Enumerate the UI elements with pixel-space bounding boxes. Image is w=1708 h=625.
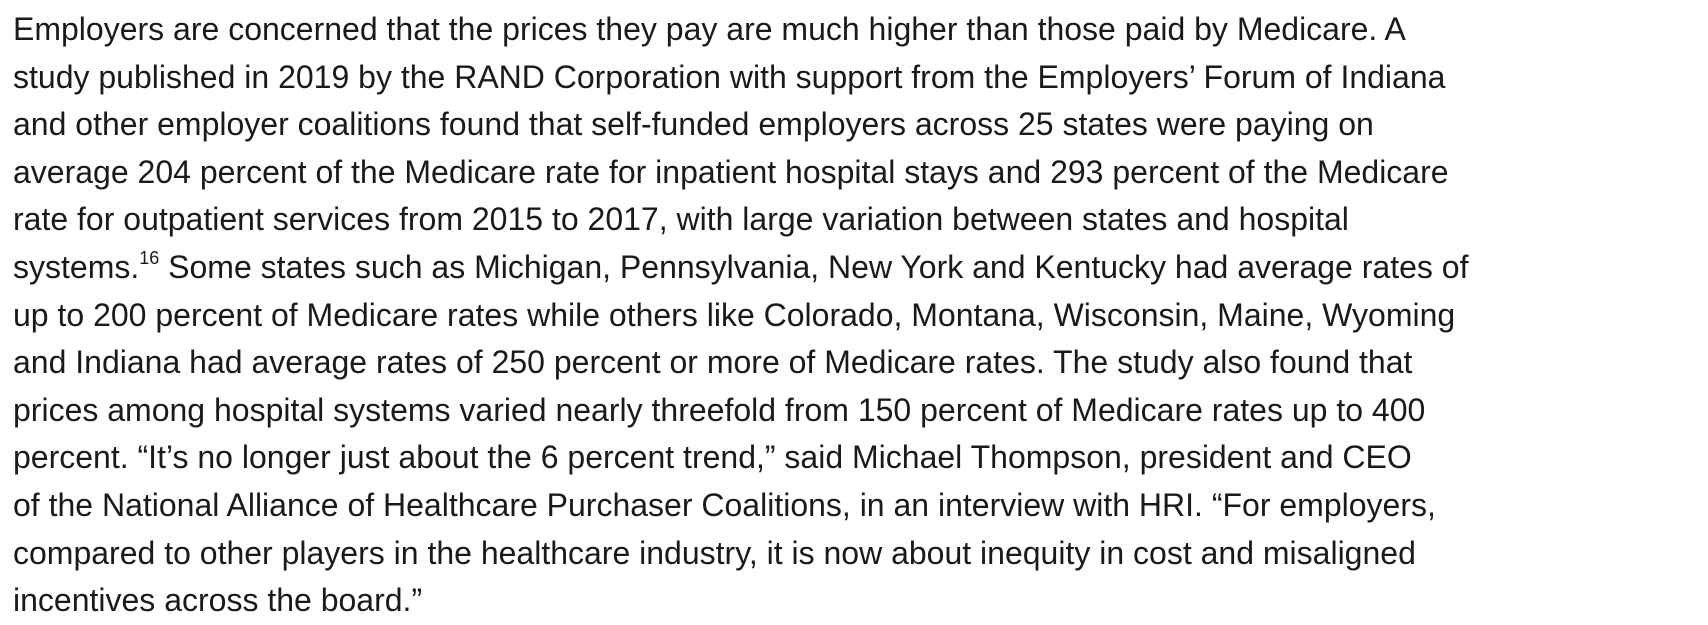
text-line: percent. “It’s no longer just about the … [13, 439, 1412, 476]
text-run: Some states such as Michigan, Pennsylvan… [159, 248, 1469, 285]
text-line: average 204 percent of the Medicare rate… [13, 153, 1449, 190]
paragraph: Employers are concerned that the prices … [13, 6, 1468, 625]
text-run: systems. [13, 248, 140, 285]
text-line: systems.16 Some states such as Michigan,… [13, 244, 1468, 292]
footnote-ref: 16 [139, 247, 160, 268]
text-line: rate for outpatient services from 2015 t… [13, 201, 1349, 238]
text-line: compared to other players in the healthc… [13, 534, 1416, 571]
text-line: Employers are concerned that the prices … [13, 11, 1406, 47]
text-line: study published in 2019 by the RAND Corp… [13, 58, 1446, 95]
text-line: of the National Alliance of Healthcare P… [13, 486, 1436, 523]
text-line: and Indiana had average rates of 250 per… [13, 344, 1413, 381]
text-line: incentives across the board.” [13, 582, 423, 619]
text-line: up to 200 percent of Medicare rates whil… [13, 296, 1456, 333]
text-line: and other employer coalitions found that… [13, 106, 1374, 143]
text-line: prices among hospital systems varied nea… [13, 391, 1426, 428]
